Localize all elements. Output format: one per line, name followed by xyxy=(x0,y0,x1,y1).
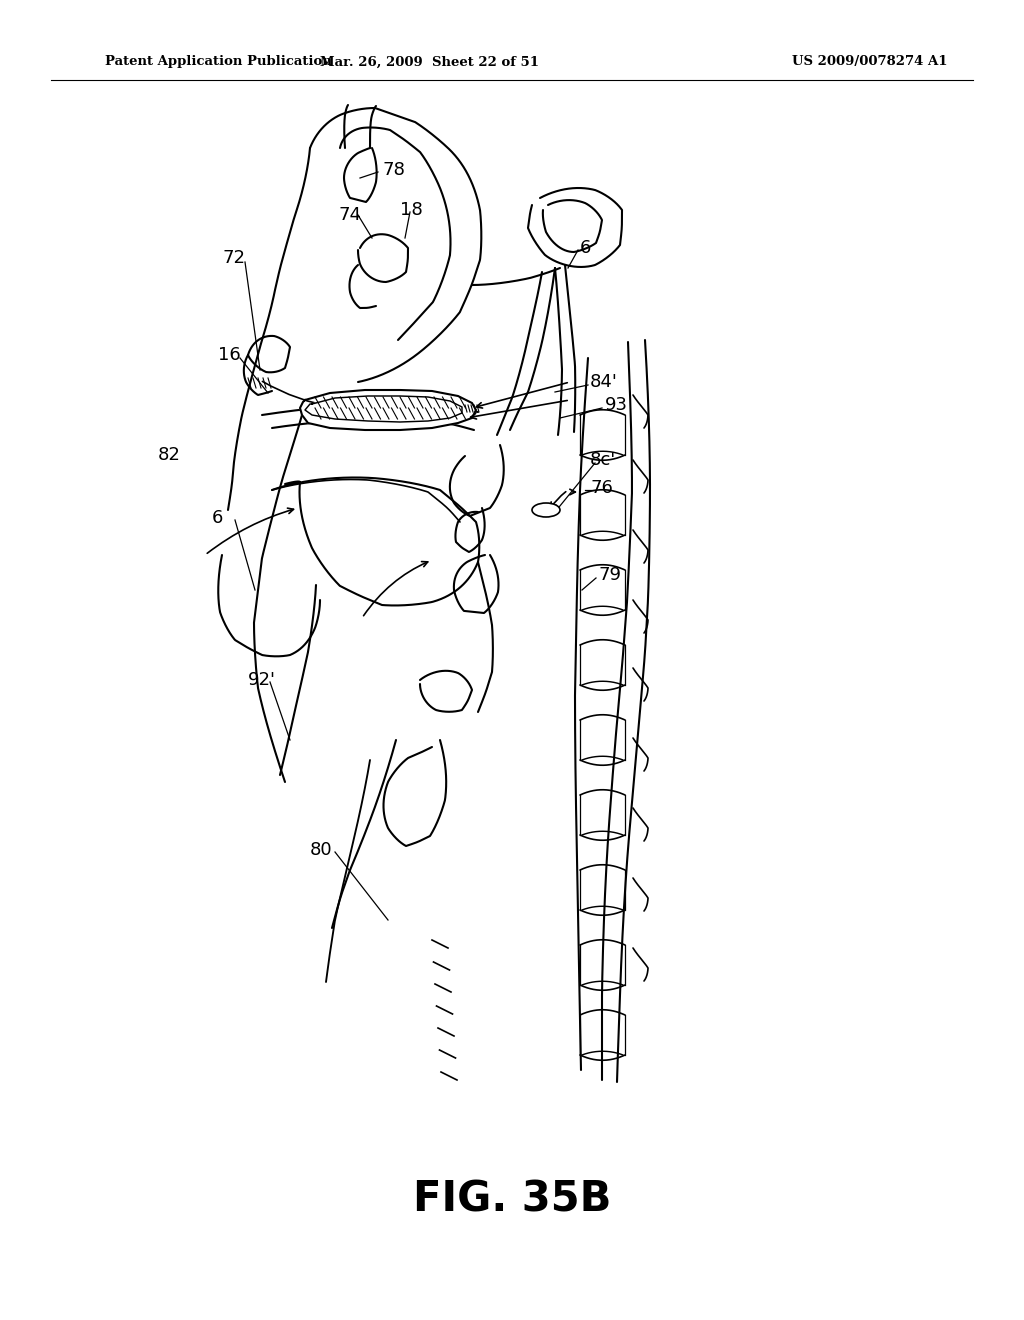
Text: 8c': 8c' xyxy=(590,451,616,469)
Text: 80: 80 xyxy=(310,841,333,859)
Text: Mar. 26, 2009  Sheet 22 of 51: Mar. 26, 2009 Sheet 22 of 51 xyxy=(321,55,540,69)
Text: US 2009/0078274 A1: US 2009/0078274 A1 xyxy=(793,55,948,69)
Text: 92': 92' xyxy=(248,671,276,689)
Text: FIG. 35B: FIG. 35B xyxy=(413,1179,611,1221)
Text: 18: 18 xyxy=(400,201,423,219)
Text: 93: 93 xyxy=(605,396,628,414)
Text: 74: 74 xyxy=(339,206,362,224)
Text: 82: 82 xyxy=(158,446,181,465)
Text: 6: 6 xyxy=(580,239,592,257)
Text: Patent Application Publication: Patent Application Publication xyxy=(105,55,332,69)
Polygon shape xyxy=(305,396,462,422)
Text: 72: 72 xyxy=(222,249,245,267)
Text: 78: 78 xyxy=(383,161,406,180)
Text: 16: 16 xyxy=(218,346,241,364)
Text: 6: 6 xyxy=(212,510,223,527)
Text: 84': 84' xyxy=(590,374,617,391)
Text: 79: 79 xyxy=(598,566,621,583)
Polygon shape xyxy=(300,389,476,430)
Text: 76: 76 xyxy=(590,479,613,498)
Ellipse shape xyxy=(532,503,560,517)
